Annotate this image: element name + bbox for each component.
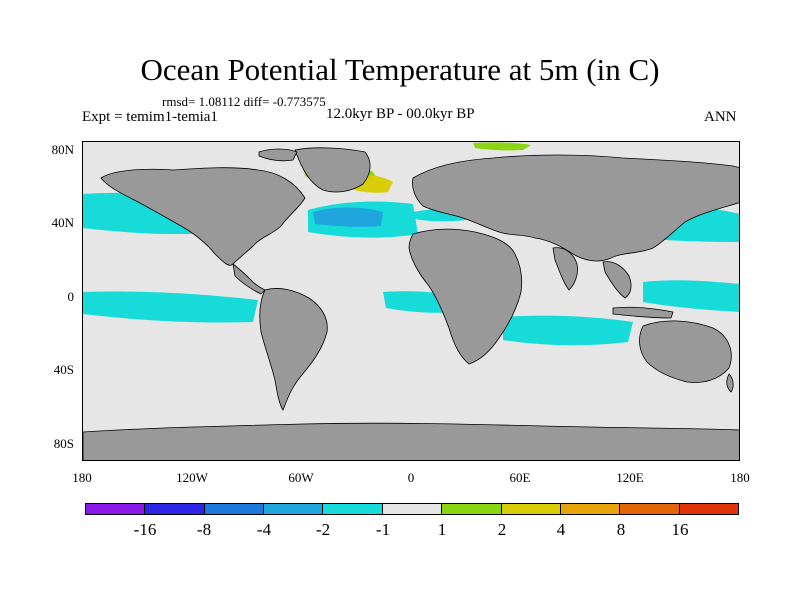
colorbar-label: 2 (497, 520, 507, 539)
land-masses (83, 147, 739, 460)
lon-label-0: 0 (407, 470, 415, 485)
colorbar-label: -4 (256, 520, 272, 539)
colorbar-label: -8 (196, 520, 212, 539)
lon-label-180e: 180 (730, 470, 750, 485)
colorbar-swatch (442, 504, 502, 514)
colorbar-label: 4 (556, 520, 566, 539)
lat-label-40n: 40N (51, 215, 74, 230)
experiment-label: Expt = temim1-temia1 (82, 109, 218, 125)
colorbar-swatch (145, 504, 205, 514)
colorbar-swatch (620, 504, 680, 514)
rmsd-diff-stats: rmsd= 1.08112 diff= -0.773575 (162, 94, 326, 109)
lon-label-60e: 60E (509, 470, 531, 485)
land-north-america (100, 167, 306, 266)
colorbar-label: -16 (133, 520, 157, 539)
anomaly-patch-natl-dark (313, 207, 383, 227)
colorbar-swatch (501, 504, 561, 514)
lat-label-80s: 80S (53, 436, 74, 451)
lat-label-80n: 80N (51, 142, 74, 157)
lon-label-180w: 180 (72, 470, 92, 485)
world-map-svg (83, 142, 739, 460)
period-label: 12.0kyr BP - 00.0kyr BP (326, 106, 475, 122)
colorbar-swatch (560, 504, 621, 514)
colorbar-label: -1 (375, 520, 391, 539)
land-southeast-asia (602, 261, 632, 299)
anomaly-patch-eq-pac-east (83, 291, 258, 323)
lon-label-60w: 60W (288, 470, 314, 485)
map-title: Ocean Potential Temperature at 5m (in C) (140, 52, 660, 87)
colorbar-swatch (323, 504, 383, 514)
colorbar (85, 503, 739, 515)
land-eurasia (412, 154, 739, 262)
lon-label-120e: 120E (616, 470, 644, 485)
land-australia (639, 320, 732, 383)
colorbar-label: -2 (315, 520, 331, 539)
lat-label-0: 0 (67, 289, 75, 304)
colorbar-label: 16 (671, 520, 689, 539)
season-label: ANN (704, 109, 737, 125)
colorbar-swatch (264, 504, 324, 514)
lon-label-120w: 120W (176, 470, 208, 485)
land-south-america (259, 288, 328, 411)
land-greenland (294, 147, 371, 193)
colorbar-swatch (679, 504, 738, 514)
land-arctic-islands (258, 148, 298, 162)
colorbar-label: 8 (616, 520, 626, 539)
anomaly-patch-barents (473, 142, 531, 151)
colorbar-swatch (204, 504, 265, 514)
lat-label-40s: 40S (53, 362, 74, 377)
land-new-zealand (726, 373, 734, 393)
anomaly-patch-indian (503, 315, 633, 346)
colorbar-label: 1 (437, 520, 447, 539)
colorbar-swatch (382, 504, 443, 514)
colorbar-swatch (86, 504, 146, 514)
land-antarctica (83, 422, 739, 460)
land-africa (408, 228, 523, 365)
world-map-plot (82, 141, 740, 461)
land-india (552, 247, 578, 291)
land-central-america (232, 263, 266, 295)
land-indonesia (612, 306, 674, 319)
anomaly-patch-eq-pac-west (643, 280, 739, 312)
